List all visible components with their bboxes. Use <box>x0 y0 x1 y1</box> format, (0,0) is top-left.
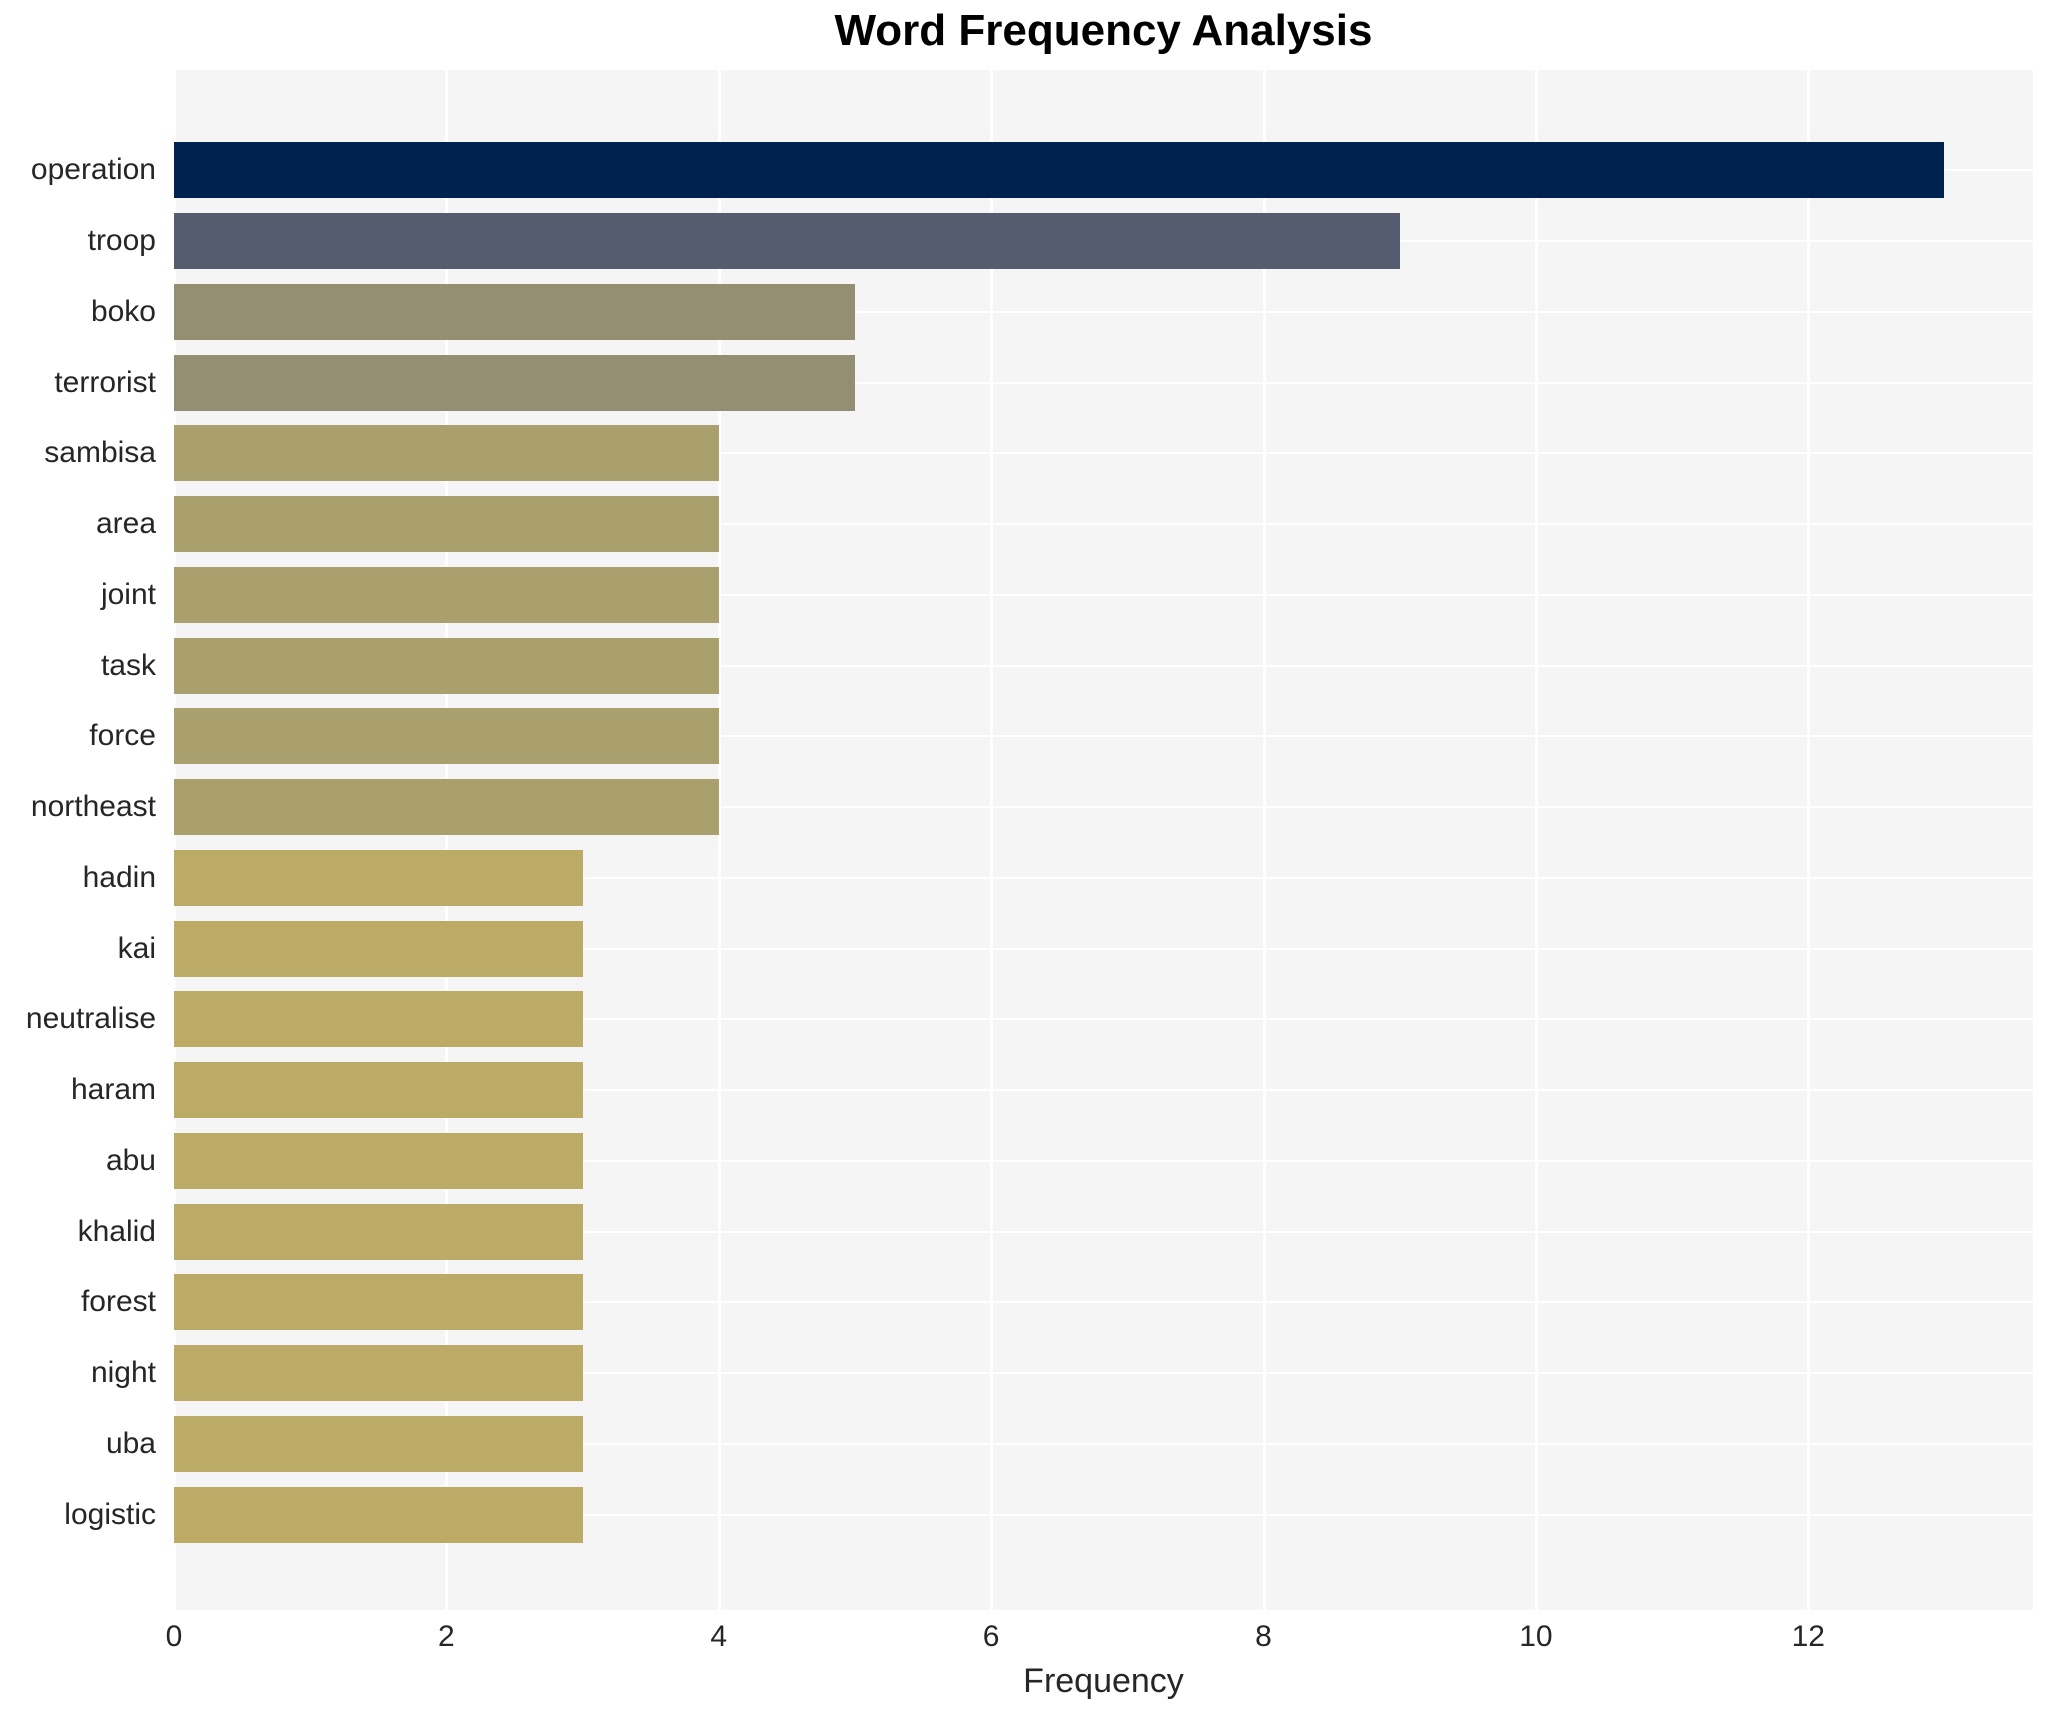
horizontal-gridline <box>174 1089 2033 1092</box>
horizontal-gridline <box>174 381 2033 384</box>
vertical-gridline <box>990 70 994 1610</box>
y-tick-label-task: task <box>100 648 156 682</box>
bar-kai <box>174 920 583 977</box>
y-tick-label-troop: troop <box>87 224 156 258</box>
bar-haram <box>174 1062 583 1119</box>
plot-area <box>173 70 2033 1610</box>
bar-sambisa <box>174 425 719 482</box>
bar-terrorist <box>174 354 855 411</box>
y-tick-label-force: force <box>89 719 156 753</box>
vertical-gridline <box>1534 70 1538 1610</box>
bar-neutralise <box>174 991 583 1048</box>
horizontal-gridline <box>174 1230 2033 1233</box>
y-tick-label-northeast: northeast <box>30 790 156 824</box>
horizontal-gridline <box>174 452 2033 455</box>
y-tick-label-forest: forest <box>80 1285 156 1319</box>
bar-area <box>174 496 719 553</box>
y-tick-label-sambisa: sambisa <box>44 436 156 470</box>
y-tick-label-area: area <box>95 507 156 541</box>
y-tick-label-boko: boko <box>90 294 156 328</box>
horizontal-gridline <box>174 806 2033 809</box>
horizontal-gridline <box>174 664 2033 667</box>
bar-boko <box>174 283 855 340</box>
vertical-gridline <box>445 70 449 1610</box>
bar-khalid <box>174 1203 583 1260</box>
bar-uba <box>174 1415 583 1472</box>
horizontal-gridline <box>174 1442 2033 1445</box>
x-tick-label-10: 10 <box>1519 1620 1553 1653</box>
bar-northeast <box>174 779 719 836</box>
bar-abu <box>174 1132 583 1189</box>
horizontal-gridline <box>174 523 2033 526</box>
bar-logistic <box>174 1486 583 1543</box>
y-tick-label-uba: uba <box>105 1426 156 1460</box>
vertical-gridline <box>173 70 176 1610</box>
x-axis-ticks: 0 2 4 6 8 10 12 <box>166 1620 2033 1660</box>
x-tick-label-6: 6 <box>982 1620 1000 1653</box>
y-tick-label-night: night <box>90 1356 156 1390</box>
bar-force <box>174 708 719 765</box>
horizontal-gridline <box>174 947 2033 950</box>
y-tick-label-joint: joint <box>100 577 156 611</box>
y-tick-label-haram: haram <box>70 1073 156 1107</box>
bar-joint <box>174 566 719 623</box>
bar-forest <box>174 1274 583 1331</box>
y-tick-label-terrorist: terrorist <box>54 365 156 399</box>
bar-troop <box>174 213 1400 270</box>
x-tick-label-12: 12 <box>1791 1620 1825 1653</box>
x-tick-label-0: 0 <box>165 1620 183 1653</box>
y-tick-label-kai: kai <box>117 931 156 965</box>
y-tick-label-operation: operation <box>30 153 156 187</box>
bar-task <box>174 637 719 694</box>
y-tick-label-hadin: hadin <box>82 860 156 894</box>
x-tick-label-8: 8 <box>1255 1620 1272 1653</box>
horizontal-gridline <box>174 1513 2033 1516</box>
horizontal-gridline <box>174 593 2033 596</box>
vertical-gridline <box>717 70 721 1610</box>
horizontal-gridline <box>174 310 2033 313</box>
horizontal-gridline <box>174 1018 2033 1021</box>
x-tick-label-2: 2 <box>438 1620 455 1653</box>
horizontal-gridline <box>174 1159 2033 1162</box>
y-tick-label-logistic: logistic <box>64 1497 156 1531</box>
horizontal-gridline <box>174 1372 2033 1375</box>
horizontal-gridline <box>174 876 2033 879</box>
horizontal-gridline <box>174 1301 2033 1304</box>
horizontal-gridline <box>174 735 2033 738</box>
y-tick-label-khalid: khalid <box>77 1214 156 1248</box>
y-tick-label-neutralise: neutralise <box>25 1002 156 1036</box>
bar-operation <box>174 142 1945 199</box>
bar-hadin <box>174 849 583 906</box>
y-tick-label-abu: abu <box>105 1143 156 1177</box>
vertical-gridline <box>1807 70 1811 1610</box>
x-tick-label-4: 4 <box>710 1620 728 1653</box>
x-axis-title: Frequency <box>1023 1662 1184 1700</box>
y-axis-labels: operation troop boko terrorist sambisa area jo… <box>0 70 156 1610</box>
bar-night <box>174 1345 583 1402</box>
chart-title: Word Frequency Analysis <box>834 6 1373 55</box>
vertical-gridline <box>1262 70 1266 1610</box>
